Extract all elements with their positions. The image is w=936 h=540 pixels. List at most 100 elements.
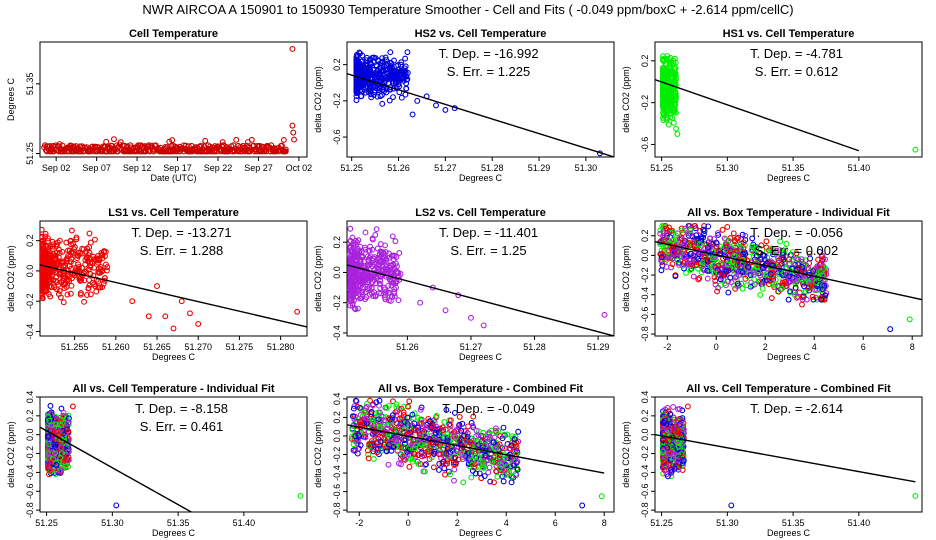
y-axis-label: delta CO2 (ppm) <box>6 245 16 312</box>
data-point <box>451 409 458 416</box>
data-point <box>809 293 816 300</box>
data-point <box>374 438 381 445</box>
data-point <box>682 254 688 260</box>
data-point <box>670 104 676 111</box>
data-point <box>426 418 433 425</box>
x-axis-label: Degrees C <box>152 352 196 362</box>
data-point <box>411 427 418 434</box>
data-point <box>506 445 513 452</box>
data-point <box>368 408 375 415</box>
data-point <box>816 248 823 255</box>
x-axis-label: Degrees C <box>767 173 811 183</box>
data-point <box>60 277 67 284</box>
data-point <box>685 260 692 267</box>
plot-frame <box>346 41 615 158</box>
data-point <box>360 284 367 291</box>
data-point <box>473 427 480 434</box>
data-point <box>687 227 694 234</box>
data-point <box>800 293 807 300</box>
data-point <box>65 253 71 260</box>
y-tick-label: 0.2 <box>332 236 342 249</box>
data-point <box>500 478 507 485</box>
y-tick-label: -0.4 <box>332 325 342 341</box>
data-point <box>422 432 428 439</box>
fit-annotation: S. Err. = 1.25 <box>450 243 526 258</box>
x-tick-label: 51.27 <box>434 163 457 173</box>
data-point <box>373 399 380 406</box>
panel-title: LS2 vs. Cell Temperature <box>415 207 546 219</box>
data-point-outlier <box>290 129 297 136</box>
data-point <box>396 249 403 256</box>
data-point <box>53 461 60 468</box>
data-point <box>59 454 66 461</box>
data-point <box>59 248 66 255</box>
x-tick-label: 4 <box>812 342 817 352</box>
data-point <box>76 276 83 282</box>
x-tick-label: 51.27 <box>460 342 483 352</box>
data-point-outlier <box>291 136 298 143</box>
data-point <box>712 277 719 284</box>
data-point <box>357 432 364 439</box>
data-point <box>71 244 78 250</box>
data-point <box>87 291 94 298</box>
data-point <box>352 306 359 313</box>
y-tick-label: 0.2 <box>332 58 342 71</box>
data-point <box>460 479 467 486</box>
data-point <box>364 253 371 260</box>
data-point <box>375 57 382 64</box>
data-point <box>700 234 707 241</box>
data-point <box>661 234 668 241</box>
data-point <box>202 137 209 144</box>
data-point <box>83 269 90 275</box>
data-point <box>720 276 727 283</box>
data-point <box>472 470 479 477</box>
data-point <box>798 264 805 270</box>
data-point <box>739 231 746 238</box>
data-point <box>451 477 457 484</box>
data-point <box>65 448 72 455</box>
data-point <box>419 453 425 460</box>
x-tick-label: Sep 12 <box>123 163 152 173</box>
y-tick-label: -0.2 <box>640 267 650 283</box>
fit-line <box>40 264 307 328</box>
y-tick-label: 0.0 <box>25 428 35 441</box>
data-point <box>388 424 395 430</box>
data-point <box>75 261 82 268</box>
data-point <box>810 296 817 303</box>
data-point <box>349 234 356 241</box>
data-point <box>347 225 354 232</box>
data-point <box>775 264 782 271</box>
x-tick-label: Sep 22 <box>204 163 233 173</box>
data-point <box>701 228 708 234</box>
data-point <box>667 61 673 68</box>
fit-annotation: T. Dep. = -0.056 <box>750 225 843 240</box>
data-point <box>406 463 413 470</box>
data-point <box>750 268 757 275</box>
data-point <box>364 85 371 91</box>
data-point <box>68 265 74 272</box>
data-point <box>660 104 667 111</box>
data-point <box>778 270 785 277</box>
data-point <box>713 239 720 246</box>
data-point <box>40 282 46 289</box>
x-tick-label: 51.30 <box>101 518 124 528</box>
y-tick-label: -0.4 <box>640 287 650 303</box>
data-point <box>55 254 62 261</box>
data-point <box>57 294 64 301</box>
y-tick-label: -0.6 <box>25 484 35 500</box>
data-point <box>47 293 54 300</box>
data-point <box>659 222 666 229</box>
data-point <box>390 94 396 101</box>
data-point-outlier <box>442 307 449 314</box>
data-point <box>376 262 383 269</box>
data-point <box>103 261 109 268</box>
data-point <box>352 277 359 284</box>
data-point <box>368 284 375 291</box>
data-point <box>379 266 386 273</box>
data-point <box>415 452 422 458</box>
data-point <box>502 455 509 462</box>
data-point <box>380 268 387 275</box>
data-point <box>799 294 806 301</box>
data-point <box>58 444 65 451</box>
